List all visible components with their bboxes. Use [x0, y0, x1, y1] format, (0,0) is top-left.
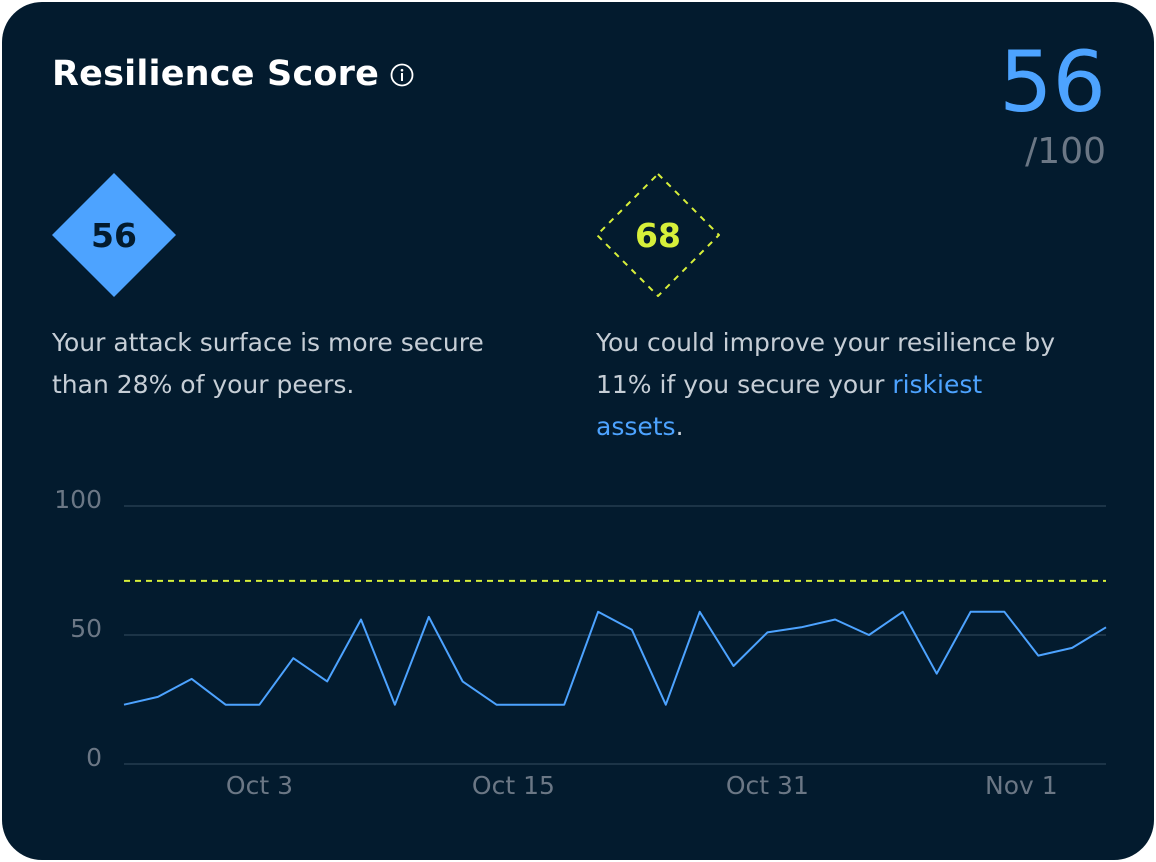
- y-tick-label: 100: [54, 485, 102, 514]
- x-tick-label: Oct 15: [472, 771, 555, 800]
- potential-score-diamond: [595, 172, 721, 298]
- x-tick-label: Nov 1: [985, 771, 1058, 800]
- current-score-value: 56: [91, 215, 137, 255]
- y-tick-label: 50: [70, 614, 102, 643]
- current-score-diamond: [52, 173, 176, 297]
- improvement-text: You could improve your resilience by 11%…: [596, 322, 1076, 448]
- overall-score-max: /100: [1025, 131, 1106, 172]
- info-icon[interactable]: [390, 63, 414, 87]
- y-tick-label: 0: [86, 743, 102, 772]
- x-tick-label: Oct 3: [226, 771, 293, 800]
- improvement-text-main: You could improve your resilience by 11%…: [596, 328, 1056, 399]
- score-series-line: [123, 610, 1107, 706]
- improvement-text-end: .: [675, 412, 684, 441]
- x-tick-label: Oct 31: [726, 771, 809, 800]
- overall-score: 56: [999, 33, 1106, 131]
- peer-comparison-text: Your attack surface is more secure than …: [52, 328, 484, 399]
- potential-score-value: 68: [635, 215, 681, 255]
- resilience-score-chart: 0 50 100 Oct 3 Oct 15 Oct 31 Nov 1: [54, 485, 1107, 800]
- riskiest-assets-link[interactable]: riskiest assets: [596, 370, 983, 441]
- current-score-badge: 56: [52, 173, 176, 297]
- potential-score-badge: 68: [595, 172, 721, 298]
- card-title: Resilience Score: [52, 54, 380, 94]
